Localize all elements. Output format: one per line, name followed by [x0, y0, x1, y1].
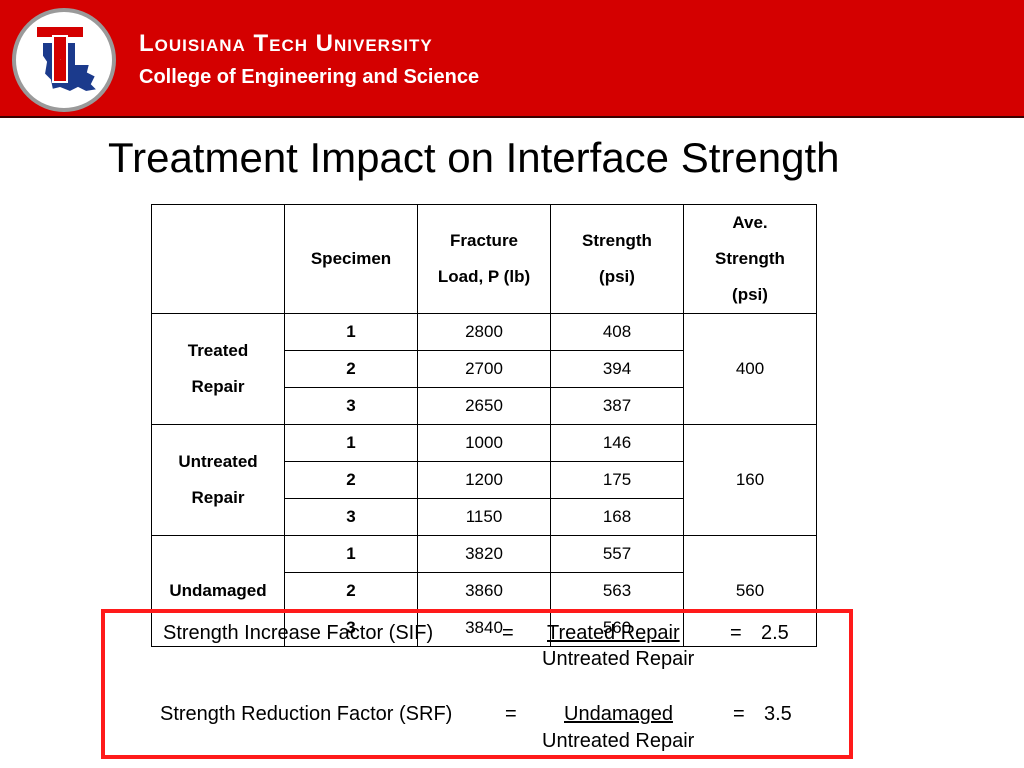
specimen-cell: 3	[284, 498, 418, 536]
svg-text:T: T	[60, 59, 61, 61]
table-row: Treated Repair 1 2800 408 400	[151, 313, 817, 425]
srf-equals: =	[505, 703, 517, 725]
group-label-treated-repair: Treated Repair	[151, 313, 285, 425]
average-cell: 160	[683, 424, 817, 536]
table-row: 3 2650 387	[152, 387, 817, 425]
load-cell: 2800	[417, 313, 551, 351]
srf-result: 3.5	[764, 703, 792, 725]
sif-label: Strength Increase Factor (SIF)	[163, 622, 434, 644]
load-cell: 2700	[417, 350, 551, 388]
load-cell: 1200	[417, 461, 551, 499]
header-specimen: Specimen	[284, 204, 418, 314]
header-fracture-load: Fracture Load, P (lb)	[417, 204, 551, 314]
university-header: T Louisiana Tech University College of E…	[0, 0, 1024, 118]
load-cell: 2650	[417, 387, 551, 425]
average-cell: 560	[683, 535, 817, 647]
specimen-cell: 3	[284, 387, 418, 425]
srf-denominator: Untreated Repair	[542, 730, 695, 752]
sif-result-equals: =	[730, 622, 742, 644]
strength-cell: 387	[550, 387, 684, 425]
louisiana-tech-lt-logo-icon: T	[35, 25, 101, 94]
sif-equals: =	[502, 622, 514, 644]
group-label-undamaged: Undamaged	[151, 535, 285, 647]
load-cell: 3860	[417, 572, 551, 610]
university-name: Louisiana Tech University	[139, 30, 433, 57]
load-cell: 3840	[417, 609, 551, 647]
srf-numerator: Undamaged	[564, 703, 673, 725]
strength-cell: 394	[550, 350, 684, 388]
table-row: Untreated Repair 1 1000 146 160	[151, 424, 817, 536]
srf-label: Strength Reduction Factor (SRF)	[160, 703, 453, 725]
specimen-cell: 3	[284, 609, 418, 647]
strength-cell: 175	[550, 461, 684, 499]
specimen-cell: 1	[284, 535, 418, 573]
college-name: College of Engineering and Science	[139, 66, 480, 88]
strength-cell: 408	[550, 313, 684, 351]
load-cell: 3820	[417, 535, 551, 573]
strength-cell: 168	[550, 498, 684, 536]
university-logo: T	[12, 8, 116, 112]
strength-cell: 146	[550, 424, 684, 462]
srf-result-equals: =	[733, 703, 745, 725]
header-ave-strength: Ave. Strength (psi)	[683, 204, 817, 314]
slide-title: Treatment Impact on Interface Strength	[108, 134, 840, 181]
strength-cell: 557	[550, 535, 684, 573]
table-row: 3 1150 168	[152, 498, 817, 536]
average-cell: 400	[683, 313, 817, 425]
table-row: 3 3840 560	[152, 609, 817, 647]
load-cell: 1150	[417, 498, 551, 536]
strength-cell: 563	[550, 572, 684, 610]
formula-box	[101, 609, 853, 759]
table-row: 2 2700 394	[152, 350, 817, 388]
specimen-cell: 2	[284, 461, 418, 499]
table-header-row: Specimen Fracture Load, P (lb) Strength …	[151, 204, 817, 314]
sif-denominator: Untreated Repair	[542, 648, 695, 670]
load-cell: 1000	[417, 424, 551, 462]
specimen-cell: 1	[284, 424, 418, 462]
sif-result: 2.5	[761, 622, 789, 644]
specimen-cell: 2	[284, 572, 418, 610]
header-group-cell	[151, 204, 285, 314]
specimen-cell: 2	[284, 350, 418, 388]
group-label-untreated-repair: Untreated Repair	[151, 424, 285, 536]
strength-table: Specimen Fracture Load, P (lb) Strength …	[151, 204, 817, 647]
table-row: 2 1200 175	[152, 461, 817, 499]
table-row: Undamaged 1 3820 557 560	[151, 535, 817, 647]
header-strength: Strength (psi)	[550, 204, 684, 314]
sif-numerator: Treated Repair	[547, 622, 680, 644]
specimen-cell: 1	[284, 313, 418, 351]
